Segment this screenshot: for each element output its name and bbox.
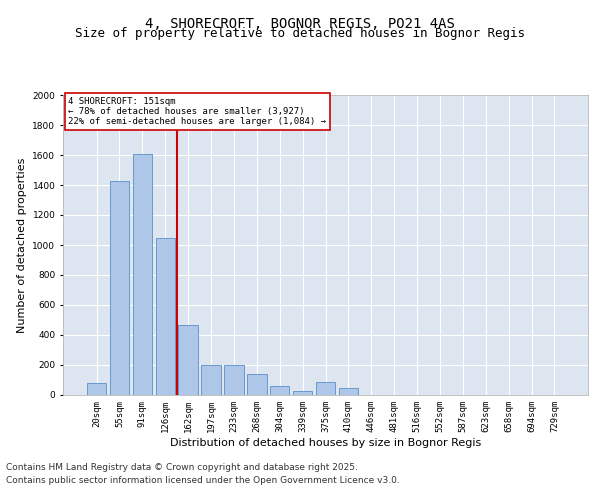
Bar: [178, 324, 198, 395]
Text: Size of property relative to detached houses in Bognor Regis: Size of property relative to detached ho…: [75, 28, 525, 40]
Y-axis label: Number of detached properties: Number of detached properties: [17, 158, 27, 332]
Bar: [155, 238, 175, 395]
Text: 4, SHORECROFT, BOGNOR REGIS, PO21 4AS: 4, SHORECROFT, BOGNOR REGIS, PO21 4AS: [145, 18, 455, 32]
Bar: [133, 154, 152, 395]
Bar: [316, 382, 335, 395]
X-axis label: Distribution of detached houses by size in Bognor Regis: Distribution of detached houses by size …: [170, 438, 481, 448]
Text: Contains HM Land Registry data © Crown copyright and database right 2025.: Contains HM Land Registry data © Crown c…: [6, 464, 358, 472]
Bar: [224, 365, 244, 395]
Bar: [202, 365, 221, 395]
Text: Contains public sector information licensed under the Open Government Licence v3: Contains public sector information licen…: [6, 476, 400, 485]
Bar: [293, 390, 313, 395]
Bar: [338, 388, 358, 395]
Text: 4 SHORECROFT: 151sqm
← 78% of detached houses are smaller (3,927)
22% of semi-de: 4 SHORECROFT: 151sqm ← 78% of detached h…: [68, 96, 326, 126]
Bar: [247, 374, 266, 395]
Bar: [110, 180, 129, 395]
Bar: [87, 383, 106, 395]
Bar: [270, 386, 289, 395]
